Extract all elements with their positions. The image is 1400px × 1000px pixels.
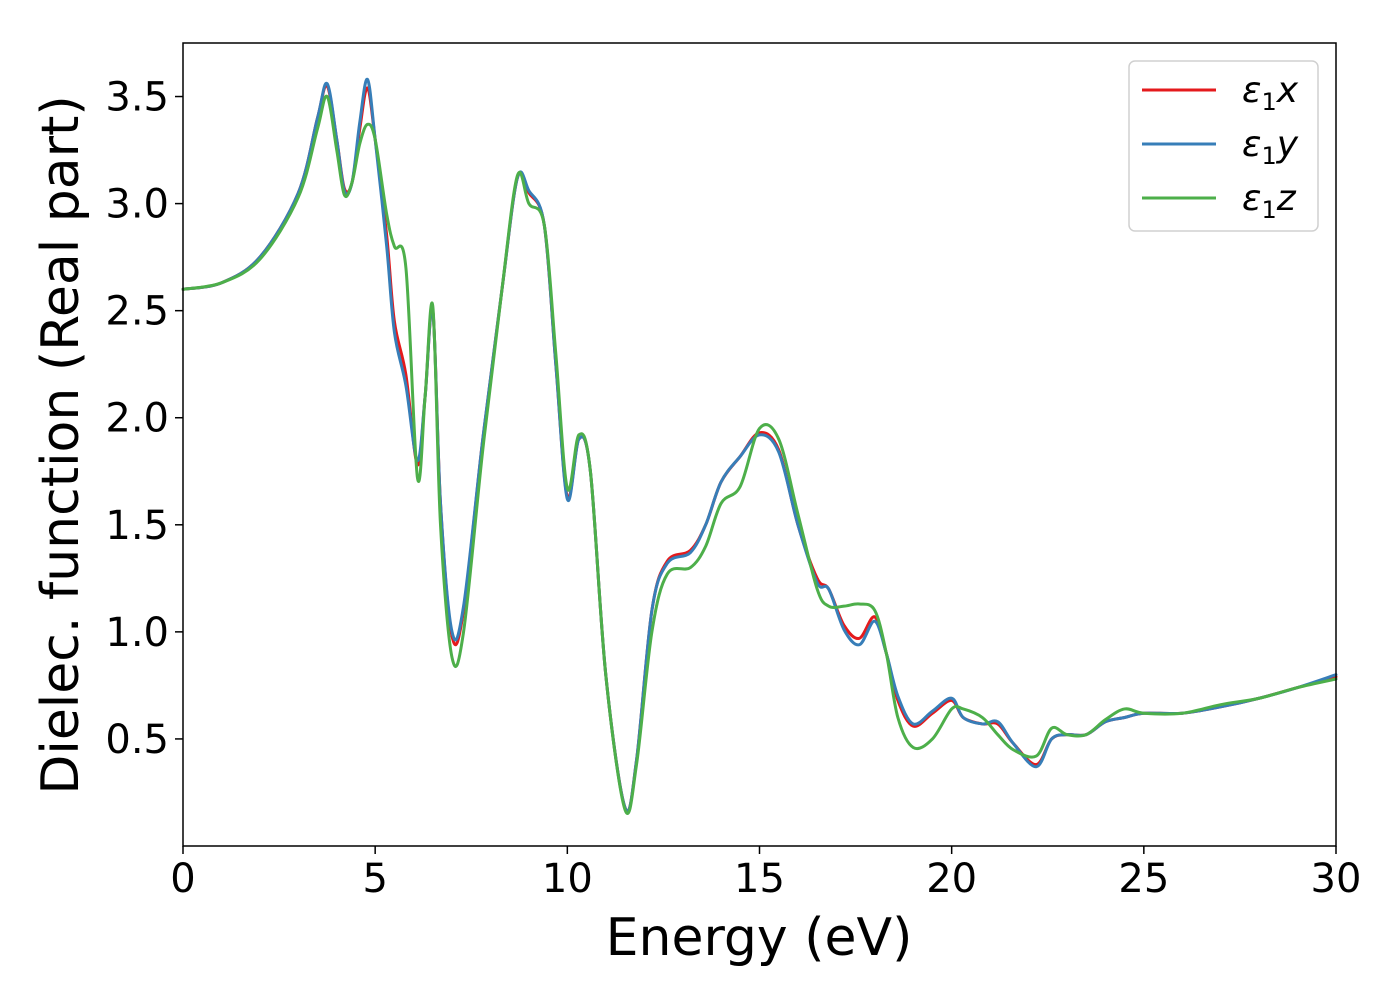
y-tick-label: 1.5	[105, 503, 169, 549]
y-axis-title: Dielec. function (Real part)	[31, 95, 91, 794]
y-tick-label: 2.5	[105, 289, 169, 335]
x-tick-label: 20	[926, 856, 977, 902]
y-tick-label: 3.0	[105, 182, 169, 228]
x-tick-label: 25	[1118, 856, 1169, 902]
series-group	[181, 77, 1338, 815]
x-tick-label: 30	[1311, 856, 1362, 902]
legend-label-2: ε1y	[1242, 124, 1299, 170]
x-tick-label: 0	[170, 856, 195, 902]
x-axis: 0 5 10 15 20 25 30	[170, 846, 1361, 902]
x-tick-label: 15	[734, 856, 785, 902]
y-axis: 0.5 1.0 1.5 2.0 2.5 3.0 3.5	[105, 75, 183, 763]
x-axis-title: Energy (eV)	[606, 908, 913, 968]
y-tick-label: 0.5	[105, 717, 169, 763]
x-tick-label: 5	[362, 856, 387, 902]
x-tick-label: 10	[542, 856, 593, 902]
legend-label-3: ε1z	[1242, 178, 1297, 224]
legend-frame	[1128, 60, 1319, 232]
y-tick-label: 3.5	[105, 75, 169, 121]
legend-label-1: ε1x	[1242, 70, 1299, 116]
series-line-3	[181, 94, 1338, 815]
y-tick-label: 2.0	[105, 396, 169, 442]
legend: ε1x ε1y ε1z	[1128, 60, 1319, 232]
y-tick-label: 1.0	[105, 610, 169, 656]
